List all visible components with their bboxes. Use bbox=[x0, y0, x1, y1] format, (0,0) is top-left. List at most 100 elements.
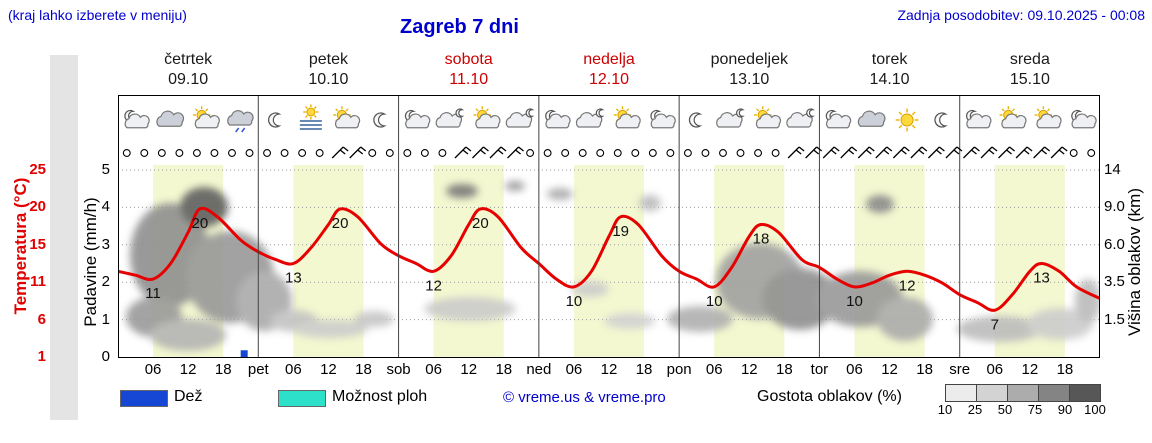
wind-calm-icon bbox=[631, 149, 640, 157]
weather-icon-cloud-moon bbox=[505, 108, 535, 128]
time-tick: 06 bbox=[285, 361, 302, 378]
day-header-četrtek: četrtek 09.10 bbox=[164, 50, 212, 90]
day-abbrev: sob bbox=[386, 361, 411, 378]
cloud-height-tick: 14 bbox=[1104, 161, 1121, 178]
density-tick: 75 bbox=[1027, 402, 1043, 417]
day-name: sobota bbox=[444, 51, 493, 68]
wind-barb-icon bbox=[787, 146, 805, 159]
cloud-height-tick: 3.5 bbox=[1104, 273, 1125, 291]
time-tick: 18 bbox=[776, 361, 793, 378]
weather-icon-sun-cloud bbox=[192, 106, 220, 129]
wind-barb-icon bbox=[805, 146, 823, 159]
wind-barb-icon bbox=[349, 146, 367, 159]
temperature-tick: 1 bbox=[37, 348, 46, 365]
temperature-value-label: 20 bbox=[332, 215, 349, 232]
wind-barb-icon bbox=[1050, 146, 1068, 159]
wind-calm-icon bbox=[1087, 149, 1096, 157]
temperature-value-label: 7 bbox=[991, 316, 999, 333]
weather-icon-sun-cloud bbox=[754, 106, 782, 129]
temperature-value-label: 12 bbox=[425, 277, 442, 294]
wind-barb-icon bbox=[963, 146, 980, 159]
last-update: Zadnja posodobitev: 09.10.2025 - 00:08 bbox=[897, 7, 1145, 23]
day-name: nedelja bbox=[583, 51, 635, 68]
wind-calm-icon bbox=[613, 149, 622, 157]
wind-barb-icon bbox=[945, 146, 963, 159]
wind-barb-icon bbox=[998, 146, 1015, 159]
wind-calm-icon bbox=[420, 149, 429, 157]
density-segment bbox=[977, 385, 1008, 401]
wind-calm-icon bbox=[175, 149, 184, 157]
wind-calm-icon bbox=[298, 149, 307, 157]
weather-icon-fog-sun bbox=[299, 104, 322, 130]
day-date: 10.10 bbox=[308, 71, 349, 88]
showers-legend-label: Možnost ploh bbox=[332, 388, 428, 405]
day-abbrev: pet bbox=[247, 361, 269, 378]
density-segment bbox=[946, 385, 977, 401]
wind-calm-icon bbox=[526, 149, 535, 157]
weather-icon-moon-cloud bbox=[650, 109, 676, 129]
time-tick: 12 bbox=[320, 361, 337, 378]
meteogram-chart: 11 20 13 20 12 20 10 19 10 18 10 12 7 13 bbox=[116, 95, 1102, 358]
time-tick: 12 bbox=[179, 361, 197, 378]
weather-icon-moon-cloud bbox=[545, 109, 571, 129]
cloud-patch bbox=[446, 184, 478, 198]
precip-axis-title: Padavine (mm/h) bbox=[81, 197, 100, 327]
weather-icon-moon-cloud bbox=[825, 109, 852, 129]
day-name: ponedeljek bbox=[710, 51, 788, 68]
density-tick: 100 bbox=[1084, 402, 1106, 417]
precip-tick: 3 bbox=[101, 235, 110, 253]
wind-barb-icon bbox=[927, 146, 945, 159]
wind-calm-icon bbox=[1069, 149, 1078, 157]
cloud-patch bbox=[667, 306, 733, 332]
time-tick: 18 bbox=[495, 361, 513, 378]
showers-legend-swatch bbox=[278, 390, 326, 407]
wind-calm-icon bbox=[140, 149, 149, 157]
day-abbrev: sre bbox=[949, 361, 971, 378]
credit-link[interactable]: © vreme.us & vreme.pro bbox=[503, 389, 666, 406]
wind-calm-icon bbox=[596, 149, 605, 157]
time-tick: 06 bbox=[565, 361, 583, 378]
wind-barb-icon bbox=[1015, 146, 1033, 159]
cloud-patch bbox=[354, 311, 394, 327]
wind-calm-icon bbox=[157, 149, 166, 157]
cloud-patch bbox=[1075, 279, 1100, 323]
wind-calm-icon bbox=[771, 149, 780, 157]
time-tick: 06 bbox=[425, 361, 442, 378]
day-name: četrtek bbox=[164, 51, 213, 68]
wind-barb-icon bbox=[875, 146, 893, 159]
cloud-density-label: Gostota oblakov (%) bbox=[757, 388, 902, 405]
wind-calm-icon bbox=[210, 149, 219, 157]
wind-calm-icon bbox=[228, 149, 236, 157]
wind-calm-icon bbox=[683, 149, 692, 157]
wind-calm-icon bbox=[736, 149, 745, 157]
density-segment bbox=[1008, 385, 1039, 401]
weather-icon-moon bbox=[934, 112, 948, 128]
wind-barb-icon bbox=[892, 146, 910, 159]
time-tick: 18 bbox=[635, 361, 653, 378]
chart-border bbox=[118, 95, 1100, 358]
temperature-value-label: 20 bbox=[191, 215, 208, 232]
day-header-torek: torek 14.10 bbox=[870, 50, 910, 90]
wind-calm-icon bbox=[561, 149, 570, 157]
density-tick: 25 bbox=[967, 402, 983, 417]
cloud-patch bbox=[604, 313, 656, 329]
chart-area: 11 20 13 20 12 20 10 19 10 18 10 12 7 13 bbox=[116, 95, 1102, 363]
wind-barb-icon bbox=[454, 146, 472, 159]
day-header-nedelja: nedelja 12.10 bbox=[583, 50, 635, 90]
wind-barb-icon bbox=[822, 146, 840, 159]
temperature-curve bbox=[116, 206, 1102, 312]
temperature-tick: 6 bbox=[37, 310, 46, 328]
density-tick: 10 bbox=[937, 402, 953, 417]
temperature-tick: 20 bbox=[29, 198, 46, 216]
wind-calm-icon bbox=[245, 149, 254, 157]
weather-icon-sun-cloud bbox=[473, 106, 501, 129]
cloud-density-scale bbox=[945, 384, 1101, 402]
weather-icon-cloud-moon bbox=[786, 108, 815, 128]
cloud-patch bbox=[150, 319, 226, 351]
rain-legend-swatch bbox=[120, 390, 168, 407]
wind-barb-icon bbox=[980, 146, 998, 159]
cloud-patch bbox=[505, 181, 525, 191]
density-segment bbox=[1070, 385, 1100, 401]
cloud-height-tick: 9.0 bbox=[1104, 198, 1125, 216]
